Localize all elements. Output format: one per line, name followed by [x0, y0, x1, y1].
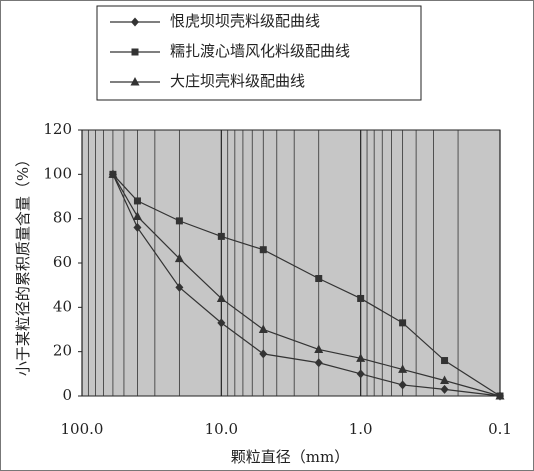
marker [133, 197, 141, 205]
series-line [112, 173, 501, 397]
marker [217, 232, 225, 240]
marker [356, 353, 366, 362]
marker [440, 384, 449, 394]
marker [258, 324, 268, 333]
legend-label: 恨虎坝坝壳料级配曲线 [170, 12, 320, 30]
marker [399, 319, 407, 327]
y-tick-label: 20 [53, 342, 72, 360]
y-tick-label: 120 [43, 120, 72, 138]
marker [356, 369, 365, 379]
x-tick-label: 10.0 [205, 420, 238, 438]
series-line [112, 174, 501, 397]
x-tick-label: 0.1 [488, 420, 512, 438]
y-tick-label: 40 [53, 297, 72, 315]
y-tick-label: 0 [62, 386, 72, 404]
marker [315, 275, 323, 283]
marker [133, 223, 142, 233]
legend-marker [131, 48, 139, 56]
legend-label: 糯扎渡心墙风化料级配曲线 [170, 42, 350, 60]
marker [174, 253, 184, 263]
series-line [112, 174, 501, 397]
x-tick-label: 1.0 [349, 420, 373, 438]
marker [495, 391, 505, 400]
legend-marker [131, 17, 139, 27]
y-tick-label: 80 [53, 209, 72, 227]
marker [398, 380, 407, 390]
marker [314, 358, 323, 368]
marker [259, 246, 267, 254]
plot-area [81, 129, 501, 397]
marker [108, 169, 118, 178]
marker [217, 318, 226, 328]
marker [440, 375, 450, 384]
marker [357, 294, 365, 302]
y-tick-label: 100 [43, 164, 72, 182]
marker [175, 282, 184, 292]
x-tick-label: 100.0 [61, 420, 104, 438]
marker [441, 357, 449, 365]
marker [398, 364, 408, 373]
marker [259, 349, 268, 359]
y-axis-label: 小于某粒径的累积质量含量（%） [14, 152, 32, 376]
x-axis-label: 颗粒直径（mm） [231, 448, 349, 466]
marker [314, 344, 324, 353]
legend-marker [130, 77, 140, 86]
marker [216, 293, 226, 302]
y-tick-label: 60 [53, 253, 72, 271]
marker [175, 217, 183, 225]
marker [132, 211, 142, 220]
legend-label: 大庄坝壳料级配曲线 [170, 72, 305, 90]
